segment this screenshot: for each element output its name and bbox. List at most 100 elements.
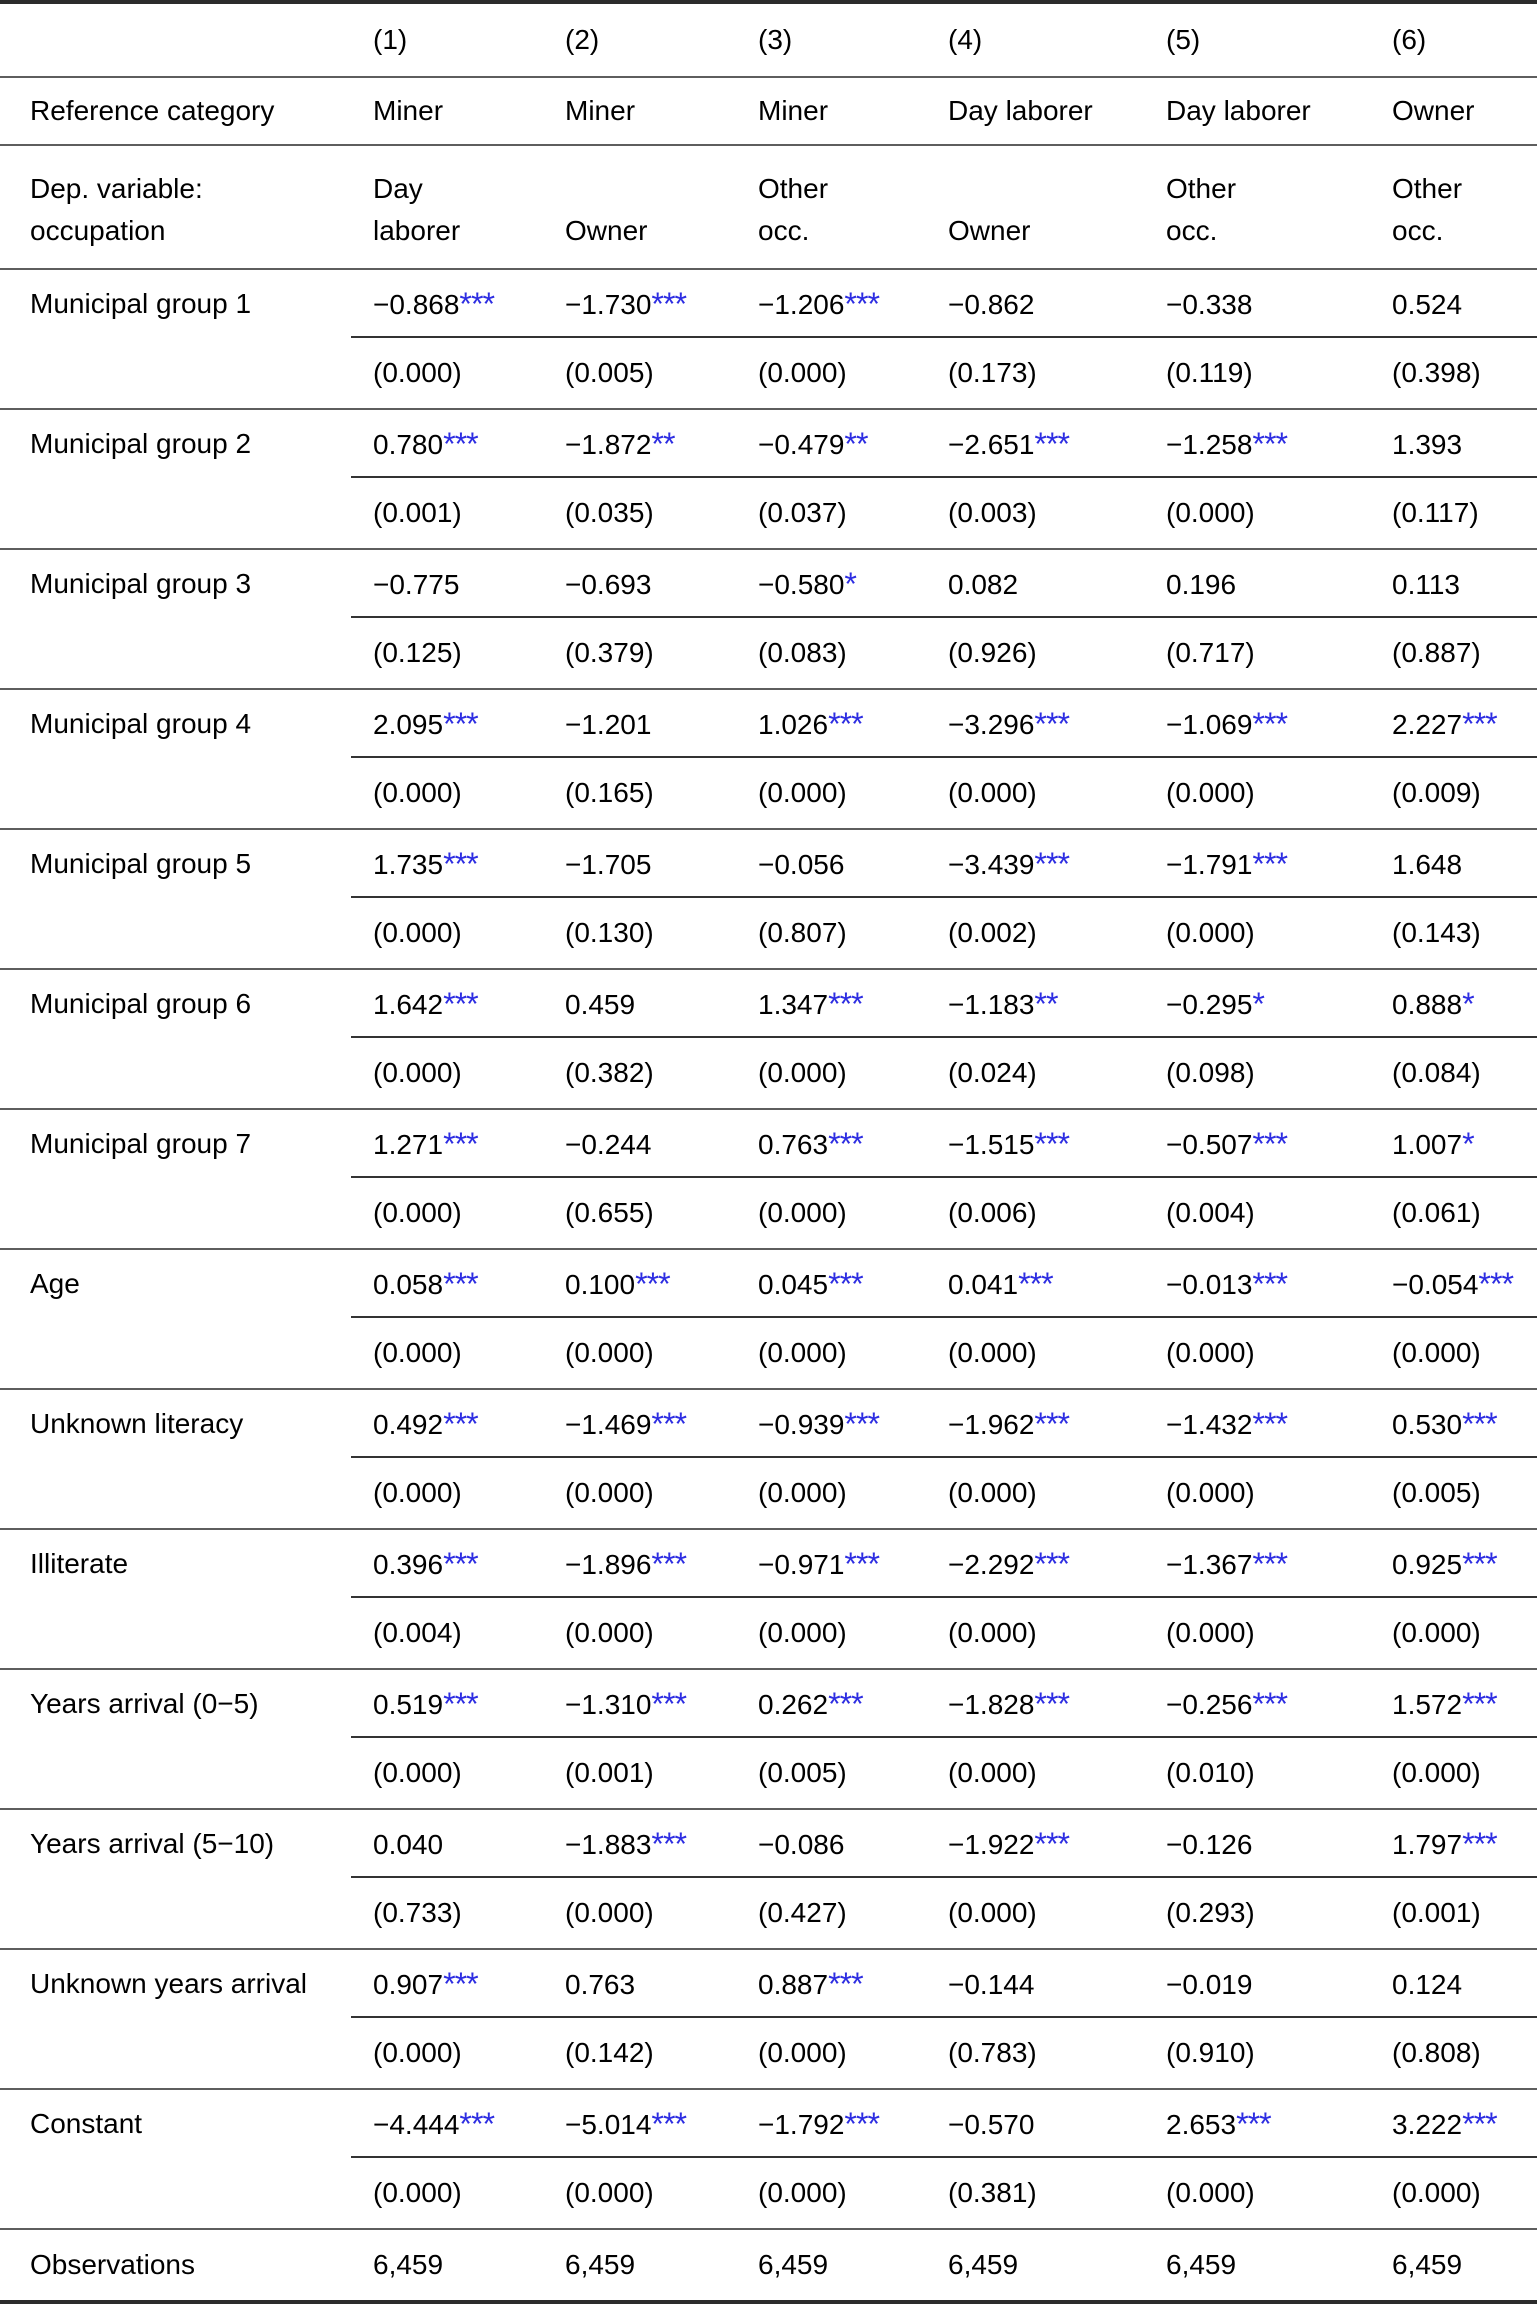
- coefficient-value: −1.828: [948, 1688, 1035, 1720]
- coefficient-cell: −0.013***: [1144, 1248, 1370, 1318]
- significance-stars: ***: [828, 1965, 864, 2002]
- coefficient-value: −0.580: [758, 568, 845, 600]
- row-label: Age: [0, 1248, 351, 1317]
- p-value-cell: (0.005): [565, 357, 654, 388]
- significance-stars: ***: [651, 1405, 687, 1442]
- coefficient-value: −1.515: [948, 1128, 1035, 1160]
- coefficient-row: Municipal group 3 −0.775 −0.693 −0.580* 0.08…: [0, 548, 1537, 618]
- p-value-cell: (0.130): [565, 917, 654, 948]
- coefficient-row: Years arrival (0−5) 0.519*** −1.310*** 0.26…: [0, 1668, 1537, 1738]
- row-label: Municipal group 6: [0, 968, 351, 1037]
- significance-stars: ***: [443, 1265, 479, 1302]
- coefficient-cell: 2.095***: [351, 688, 543, 758]
- observations-value: 6,459: [351, 2228, 543, 2302]
- blank-label-cell: [0, 477, 351, 549]
- p-value-row: (0.000) (0.000) (0.000) (0.000) (0.000) (0.00…: [0, 1457, 1537, 1529]
- coefficient-value: −0.244: [565, 1128, 652, 1160]
- coefficient-value: 3.222: [1392, 2108, 1463, 2140]
- coefficient-value: −0.971: [758, 1548, 845, 1580]
- significance-stars: ***: [443, 1545, 479, 1582]
- coefficient-value: −0.775: [373, 568, 460, 600]
- blank-label-cell: [0, 617, 351, 689]
- coefficient-cell: 1.797***: [1370, 1808, 1537, 1878]
- coefficient-value: 0.530: [1392, 1408, 1463, 1440]
- coefficient-value: 0.925: [1392, 1548, 1463, 1580]
- coefficient-cell: −1.828***: [926, 1668, 1144, 1738]
- p-value-row: (0.000) (0.001) (0.005) (0.000) (0.010) (0.00…: [0, 1737, 1537, 1809]
- coefficient-value: 1.648: [1392, 848, 1463, 880]
- coefficient-cell: 0.082: [926, 548, 1144, 618]
- significance-stars: ***: [1034, 1545, 1070, 1582]
- coefficient-value: 1.572: [1392, 1688, 1463, 1720]
- coefficient-value: 0.524: [1392, 288, 1463, 320]
- significance-stars: ***: [651, 1825, 687, 1862]
- coefficient-value: 0.196: [1166, 568, 1237, 600]
- coefficient-value: −5.014: [565, 2108, 652, 2140]
- p-value-cell: (0.117): [1392, 497, 1479, 528]
- coefficient-value: −1.791: [1166, 848, 1253, 880]
- coefficient-value: 0.040: [373, 1828, 444, 1860]
- p-value-cell: (0.887): [1392, 637, 1481, 668]
- coefficient-value: 2.095: [373, 708, 444, 740]
- coefficient-cell: 0.888*: [1370, 968, 1537, 1038]
- p-value-cell: (0.004): [1166, 1197, 1255, 1228]
- coefficient-cell: −1.515***: [926, 1108, 1144, 1178]
- p-value-cell: (0.037): [758, 497, 847, 528]
- coefficient-cell: −2.651***: [926, 408, 1144, 478]
- p-value-cell: (0.000): [373, 1057, 462, 1088]
- coefficient-cell: −1.730***: [543, 268, 736, 338]
- p-value-cell: (0.000): [1392, 1337, 1481, 1368]
- coefficient-value: −2.292: [948, 1548, 1035, 1580]
- significance-stars: ***: [1018, 1265, 1054, 1302]
- coefficient-value: −0.939: [758, 1408, 845, 1440]
- observations-value: 6,459: [736, 2228, 926, 2302]
- p-value-cell: (0.143): [1392, 917, 1481, 948]
- column-header: (6): [1370, 2, 1537, 78]
- coefficient-value: −1.705: [565, 848, 652, 880]
- coefficient-row: Years arrival (5−10) 0.040 −1.883*** −0.086…: [0, 1808, 1537, 1878]
- significance-stars: **: [844, 425, 868, 462]
- significance-stars: ***: [443, 1405, 479, 1442]
- p-value-row: (0.733) (0.000) (0.427) (0.000) (0.293) (0.00…: [0, 1877, 1537, 1949]
- p-value-cell: (0.000): [758, 1617, 847, 1648]
- coefficient-value: −1.883: [565, 1828, 652, 1860]
- p-value-cell: (0.000): [565, 1477, 654, 1508]
- significance-stars: **: [1034, 985, 1058, 1022]
- p-value-cell: (0.010): [1166, 1757, 1255, 1788]
- coefficient-cell: 0.459: [543, 968, 736, 1038]
- coefficient-cell: −1.872**: [543, 408, 736, 478]
- coefficient-cell: −1.367***: [1144, 1528, 1370, 1598]
- column-header: (2): [543, 2, 736, 78]
- blank-label-cell: [0, 2017, 351, 2089]
- coefficient-value: 1.026: [758, 708, 829, 740]
- p-value-cell: (0.098): [1166, 1057, 1255, 1088]
- significance-stars: ***: [1462, 705, 1498, 742]
- coefficient-cell: 1.642***: [351, 968, 543, 1038]
- coefficient-value: 0.100: [565, 1268, 636, 1300]
- column-number-row: (1) (2) (3) (4) (5) (6): [0, 2, 1537, 78]
- significance-stars: ***: [1252, 1125, 1288, 1162]
- coefficient-value: −4.444: [373, 2108, 460, 2140]
- coefficient-cell: −3.439***: [926, 828, 1144, 898]
- reference-value: Day laborer: [926, 77, 1144, 146]
- coefficient-cell: 1.572***: [1370, 1668, 1537, 1738]
- coefficient-row: Constant −4.444*** −5.014*** −1.792*** −0.57…: [0, 2088, 1537, 2158]
- coefficient-cell: −1.883***: [543, 1808, 736, 1878]
- coefficient-cell: 0.925***: [1370, 1528, 1537, 1598]
- significance-stars: ***: [651, 2105, 687, 2142]
- coefficient-value: 1.642: [373, 988, 444, 1020]
- coefficient-value: −0.868: [373, 288, 460, 320]
- p-value-cell: (0.000): [565, 2177, 654, 2208]
- coefficient-cell: 0.262***: [736, 1668, 926, 1738]
- coefficient-value: 1.007: [1392, 1128, 1463, 1160]
- observations-row: Observations 6,459 6,459 6,459 6,459 6,4…: [0, 2228, 1537, 2302]
- coefficient-cell: −0.570: [926, 2088, 1144, 2158]
- column-header: (4): [926, 2, 1144, 78]
- p-value-row: (0.001) (0.035) (0.037) (0.003) (0.000) (0.11…: [0, 477, 1537, 549]
- coefficient-value: −0.570: [948, 2108, 1035, 2140]
- p-value-cell: (0.655): [565, 1197, 654, 1228]
- coefficient-value: −1.872: [565, 428, 652, 460]
- coefficient-cell: −0.126: [1144, 1808, 1370, 1878]
- p-value-cell: (0.000): [565, 1897, 654, 1928]
- significance-stars: ***: [828, 985, 864, 1022]
